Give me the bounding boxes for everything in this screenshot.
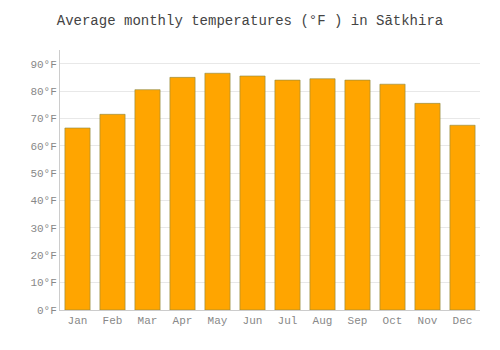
svg-text:70°F: 70°F (30, 113, 56, 125)
svg-text:Oct: Oct (383, 315, 403, 327)
svg-text:0°F: 0°F (37, 305, 57, 317)
svg-text:Nov: Nov (418, 315, 438, 327)
svg-text:Dec: Dec (453, 315, 473, 327)
svg-text:50°F: 50°F (30, 168, 56, 180)
svg-text:Mar: Mar (138, 315, 158, 327)
svg-text:90°F: 90°F (30, 59, 56, 71)
svg-text:Apr: Apr (173, 315, 193, 327)
svg-text:Jul: Jul (278, 315, 298, 327)
svg-text:Sep: Sep (348, 315, 368, 327)
svg-text:80°F: 80°F (30, 86, 56, 98)
svg-text:Aug: Aug (313, 315, 333, 327)
svg-text:Jan: Jan (68, 315, 88, 327)
svg-text:10°F: 10°F (30, 277, 56, 289)
svg-text:30°F: 30°F (30, 223, 56, 235)
svg-text:May: May (208, 315, 228, 327)
svg-text:20°F: 20°F (30, 250, 56, 262)
svg-text:60°F: 60°F (30, 141, 56, 153)
svg-text:Average monthly temperatures (: Average monthly temperatures (°F ) in Sā… (57, 13, 443, 29)
svg-text:Jun: Jun (243, 315, 263, 327)
svg-text:Feb: Feb (103, 315, 123, 327)
svg-text:40°F: 40°F (30, 195, 56, 207)
